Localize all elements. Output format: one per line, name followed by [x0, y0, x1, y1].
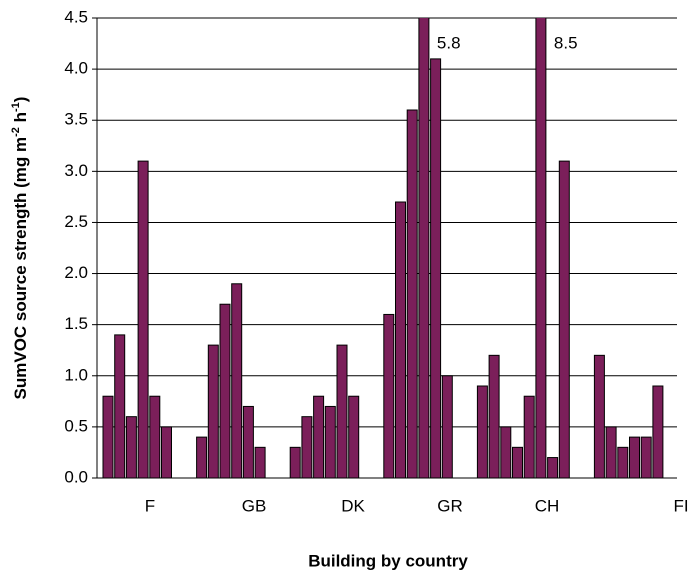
y-tick-label: 0.5 [64, 416, 88, 435]
bar [523, 395, 535, 478]
bar [313, 395, 325, 478]
bar [254, 446, 266, 478]
bar [441, 375, 453, 478]
bar [512, 446, 523, 478]
x-tick-label: DK [341, 496, 365, 515]
x-tick-label: FI [673, 496, 688, 515]
y-tick-label: 4.0 [64, 59, 88, 78]
y-axis-title-part: -2 [10, 127, 22, 137]
bar [348, 395, 360, 478]
bars [102, 18, 664, 478]
y-axis-title: SumVOC source strength (mg m-2 h-1) [10, 97, 31, 400]
bar [640, 436, 652, 478]
bar [336, 344, 348, 478]
x-tick-label: GB [242, 496, 267, 515]
y-tick-label: 4.5 [64, 7, 88, 26]
bar [149, 395, 161, 478]
bar [617, 446, 629, 478]
bar [605, 426, 617, 478]
y-axis-title-part: SumVOC source strength (mg m [11, 137, 30, 400]
bar [289, 446, 301, 478]
bar [301, 416, 313, 478]
bar [114, 334, 126, 478]
x-axis-title: Building by country [308, 551, 468, 570]
bar [137, 160, 149, 478]
bar [418, 18, 430, 478]
bar [430, 58, 442, 478]
bar [219, 303, 231, 478]
x-tick-label: CH [535, 496, 560, 515]
bar [547, 457, 559, 478]
x-tick-label: GR [437, 496, 463, 515]
bar [383, 313, 395, 478]
y-tick-label: 0.0 [64, 467, 88, 486]
y-axis-title-part: h [11, 112, 30, 127]
bar [231, 283, 243, 478]
y-tick-label: 1.0 [64, 365, 88, 384]
bar [500, 426, 512, 478]
bar [242, 405, 254, 478]
bar [196, 436, 208, 478]
bar [652, 385, 664, 478]
bar [476, 385, 488, 478]
bar [102, 395, 114, 478]
y-tick-label: 3.0 [64, 161, 88, 180]
y-tick-label: 1.5 [64, 314, 88, 333]
value-label: 5.8 [437, 33, 461, 52]
y-axis-title-part: -1 [10, 102, 22, 112]
bar [161, 426, 172, 478]
x-tick-label: F [145, 496, 155, 515]
bar [324, 405, 336, 478]
value-label: 8.5 [554, 33, 578, 52]
y-axis-title-part: ) [11, 97, 30, 103]
bar [593, 354, 605, 478]
bar [558, 160, 570, 478]
bar [395, 201, 406, 478]
y-tick-label: 2.5 [64, 212, 88, 231]
bar [535, 18, 547, 478]
y-tick-label: 3.5 [64, 110, 88, 129]
y-tick-label: 2.0 [64, 263, 88, 282]
bar [406, 109, 418, 478]
bar [629, 436, 640, 478]
bar [125, 416, 137, 478]
bar [207, 344, 219, 478]
bar [488, 354, 500, 478]
